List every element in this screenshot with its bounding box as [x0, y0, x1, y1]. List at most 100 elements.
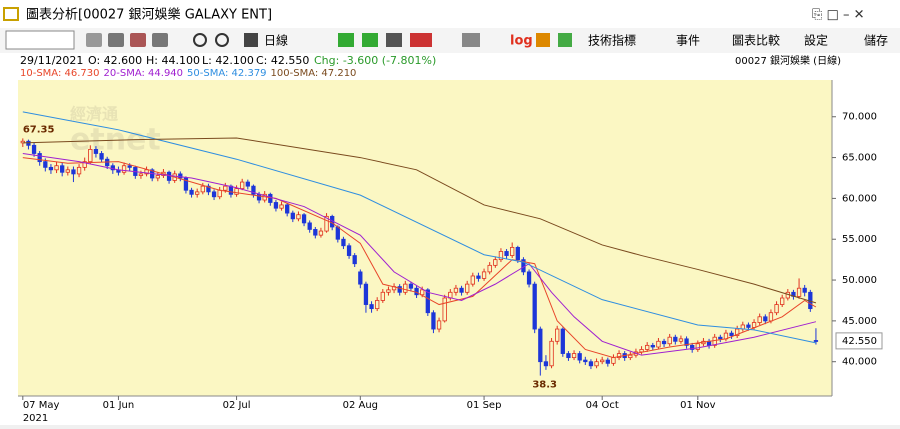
candle-body: [774, 304, 779, 314]
x-tick-label: 01 Sep: [467, 400, 502, 411]
candle-body: [82, 161, 87, 168]
candle-body: [757, 316, 762, 323]
ma-line: [22, 152, 817, 356]
period-button[interactable]: 日線: [264, 33, 288, 48]
candle-body: [549, 340, 554, 367]
candle-body: [375, 300, 380, 310]
candle-body: [813, 340, 819, 342]
x-tick-label: 01 Nov: [680, 400, 716, 411]
candle-body: [408, 283, 414, 289]
candle-body: [301, 214, 307, 224]
candle-body: [403, 283, 408, 293]
y-tick-label: 40.000: [842, 357, 877, 368]
candle-body: [31, 144, 37, 154]
candle-body: [695, 343, 700, 350]
legend-entry: 100-SMA: 47.210: [271, 68, 357, 79]
candle-body: [110, 165, 115, 171]
candle-body: [425, 289, 430, 314]
candle-body: [684, 338, 689, 346]
candle-body: [729, 332, 734, 336]
candle-body: [673, 336, 678, 342]
candle-body: [768, 312, 774, 322]
candle-body: [268, 193, 273, 203]
x-year-label: 2021: [23, 413, 48, 424]
candle-body: [420, 289, 425, 296]
candle-body: [611, 357, 616, 364]
events-button[interactable]: 事件: [676, 34, 700, 48]
candle-body: [453, 287, 459, 293]
candle-body: [481, 271, 487, 279]
candle-body: [217, 189, 222, 198]
app-icon: [3, 7, 19, 21]
candle-body: [532, 283, 537, 330]
candle-body: [43, 161, 48, 168]
candle-body: [414, 287, 419, 296]
low-label: 38.3: [532, 380, 557, 391]
candle-body: [88, 149, 93, 163]
candle-body: [735, 328, 740, 336]
candle-body: [285, 204, 290, 214]
candle-body: [279, 204, 284, 209]
symbol-input[interactable]: [5, 30, 75, 50]
candle-body: [37, 153, 42, 163]
candle-body: [605, 359, 610, 364]
candle-body: [459, 287, 464, 293]
candle-body: [313, 229, 318, 236]
compare-button[interactable]: 圖表比較: [732, 33, 780, 48]
candle-body: [796, 287, 802, 297]
candle-body: [656, 340, 661, 348]
candle-body: [223, 185, 228, 191]
candle-body: [504, 251, 509, 256]
x-tick-label: 07 May: [23, 400, 60, 411]
candle-body: [307, 222, 312, 230]
window-controls[interactable]: ⎘ □ – ✕: [812, 8, 864, 23]
y-tick-label: 45.000: [842, 316, 877, 327]
candle-body: [583, 359, 588, 363]
candle-body: [189, 189, 194, 195]
title-bar: [0, 0, 900, 28]
y-tick-label: 70.000: [842, 112, 877, 123]
candle-body: [397, 286, 402, 293]
candle-body: [121, 165, 127, 173]
candle-body: [571, 353, 577, 359]
candle-body: [661, 340, 667, 345]
candle-body: [487, 264, 492, 273]
candle-body: [594, 361, 599, 367]
candle-body: [566, 353, 571, 359]
candle-body: [99, 153, 104, 160]
candle-body: [358, 271, 363, 285]
candle-body: [380, 291, 385, 301]
log-button[interactable]: log: [510, 34, 533, 49]
high-label: 67.35: [23, 124, 55, 135]
candle-body: [335, 226, 340, 240]
indicators-button[interactable]: 技術指標: [588, 33, 636, 48]
candle-body: [436, 320, 442, 330]
candle-body: [560, 328, 565, 354]
candle-body: [178, 173, 183, 179]
watermark: 經濟通: [70, 105, 118, 124]
candle-body: [678, 338, 684, 342]
ma-line: [22, 111, 817, 344]
candle-body: [645, 344, 650, 350]
candle-body: [470, 275, 475, 285]
candle-body: [290, 212, 295, 220]
candle-body: [555, 328, 560, 342]
candle-body: [183, 177, 189, 191]
candle-body: [60, 165, 65, 173]
candle-body: [465, 283, 470, 293]
candle-body: [296, 214, 301, 220]
candle-body: [341, 238, 346, 247]
info-close: C: 42.550: [256, 54, 309, 67]
settings-button[interactable]: 設定: [804, 33, 828, 48]
candle-body: [526, 271, 532, 285]
info-stock: 00027 銀河娛樂 (日線): [735, 54, 841, 67]
x-tick-label: 02 Jul: [223, 400, 251, 411]
candle-body: [751, 322, 757, 328]
candle-body: [690, 344, 695, 350]
candle-body: [363, 283, 369, 305]
candle-body: [515, 246, 520, 261]
candle-body: [195, 191, 200, 195]
candle-body: [746, 324, 751, 328]
save-button[interactable]: 儲存: [864, 34, 888, 48]
